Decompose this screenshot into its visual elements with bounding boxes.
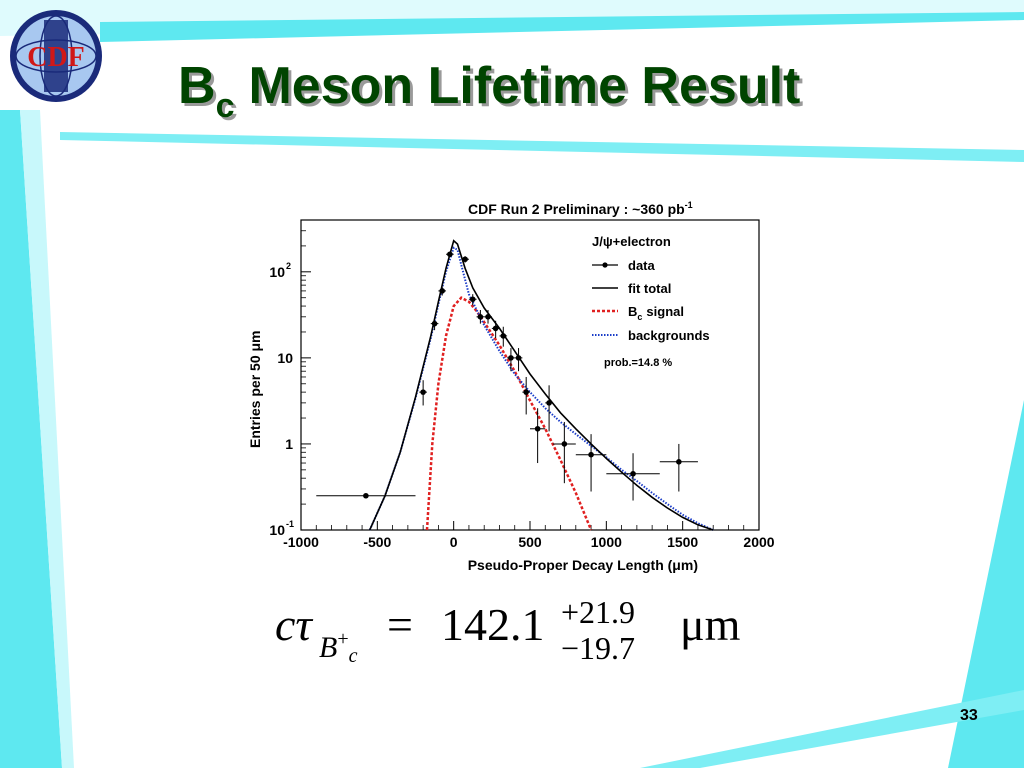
formula-error-plus: +21.9 xyxy=(561,594,636,630)
logo-text: CDF xyxy=(27,42,85,73)
formula-lhs-subscript: B+c xyxy=(319,628,358,667)
data-point xyxy=(491,320,500,339)
title-main: B xyxy=(178,57,216,115)
data-point xyxy=(545,385,553,432)
legend-signal-label: Bc signal xyxy=(628,304,684,322)
lifetime-plot: CDF Run 2 Preliminary : ~360 pb-1 10 -111… xyxy=(238,190,788,580)
data-point-marker xyxy=(588,451,594,458)
data-point xyxy=(430,318,439,331)
x-tick-label: 0 xyxy=(450,534,458,550)
data-point xyxy=(659,443,698,492)
data-point xyxy=(484,309,492,324)
y-tick-exponent: -1 xyxy=(286,519,294,529)
legend-fit-label: fit total xyxy=(628,281,671,296)
data-point xyxy=(507,348,515,372)
x-tick-label: 1000 xyxy=(591,534,622,550)
chart-title: CDF Run 2 Preliminary : ~360 pb-1 xyxy=(468,200,693,217)
data-point-marker xyxy=(469,296,476,303)
top-accent-band xyxy=(100,12,1024,42)
data-point xyxy=(522,376,530,415)
data-point-marker xyxy=(477,314,484,320)
x-tick-label: 1500 xyxy=(667,534,698,550)
data-point-marker xyxy=(462,256,468,263)
y-tick-exponent: 2 xyxy=(286,261,291,271)
legend-data-label: data xyxy=(628,258,656,273)
data-point xyxy=(575,434,607,492)
cdf-logo: CDF xyxy=(10,10,102,102)
x-tick-label: 500 xyxy=(518,534,542,550)
bottom-right-accent-band xyxy=(948,400,1024,768)
data-point xyxy=(419,380,427,406)
data-point-marker xyxy=(447,251,453,258)
data-point-marker xyxy=(500,333,507,339)
data-point-marker xyxy=(534,425,541,432)
logo-roman-two xyxy=(44,20,68,92)
lifetime-formula: cτ B+c = 142.1 +21.9 −19.7 μm xyxy=(275,594,740,667)
plot-legend: J/ψ+electron data fit total Bc signal bac… xyxy=(592,234,710,369)
y-tick-label: 10 xyxy=(269,264,285,280)
title-underline-band xyxy=(60,132,1024,162)
left-light-band xyxy=(20,110,74,768)
plot-data-points xyxy=(316,251,698,501)
formula-error-minus: −19.7 xyxy=(561,630,636,666)
data-point-marker xyxy=(420,389,426,395)
data-point xyxy=(468,294,477,306)
formula-equals: = xyxy=(387,599,413,650)
data-point xyxy=(446,251,454,258)
data-point-marker xyxy=(439,288,446,294)
data-point-marker xyxy=(546,400,552,406)
data-point-marker xyxy=(515,355,522,361)
y-tick-label: 1 xyxy=(285,436,293,452)
data-point-marker xyxy=(508,355,514,361)
data-point-marker xyxy=(561,441,568,447)
data-point xyxy=(476,309,485,324)
plot-background xyxy=(238,190,788,580)
data-point-marker xyxy=(485,314,491,320)
data-point xyxy=(514,348,523,372)
y-tick-label: 10 xyxy=(269,522,285,538)
x-tick-label: -1000 xyxy=(283,534,319,550)
title-subscript: c xyxy=(215,87,235,125)
data-point-marker xyxy=(492,325,499,332)
logo-ellipse-vertical xyxy=(39,15,73,97)
y-axis-label: Entries per 50 μm xyxy=(247,330,263,448)
data-point-marker xyxy=(523,389,529,395)
y-tick-label: 10 xyxy=(277,350,293,366)
formula-lhs: cτ xyxy=(275,599,312,650)
data-point xyxy=(316,492,416,499)
title-rest: Meson Lifetime Result xyxy=(248,57,801,115)
formula-unit: μm xyxy=(680,599,741,650)
legend-backgrounds-label: backgrounds xyxy=(628,328,710,343)
data-point xyxy=(552,421,576,484)
legend-data-marker xyxy=(602,262,608,268)
data-point-marker xyxy=(676,459,682,465)
fit-probability: prob.=14.8 % xyxy=(604,357,672,369)
legend-header: J/ψ+electron xyxy=(592,234,671,249)
data-point-marker xyxy=(630,470,636,477)
x-axis-ticks: -1000 -500 0 500 1000 1500 2000 xyxy=(283,521,775,550)
data-point xyxy=(606,453,660,501)
x-tick-label: -500 xyxy=(363,534,391,550)
data-point xyxy=(530,408,546,464)
slide-title: Bc Meson Lifetime Result xyxy=(178,57,801,123)
data-point-marker xyxy=(363,492,369,499)
data-point xyxy=(438,286,447,296)
x-axis-label: Pseudo-Proper Decay Length (μm) xyxy=(468,557,698,573)
data-point xyxy=(461,256,469,263)
formula-value: 142.1 xyxy=(441,599,545,650)
data-point xyxy=(499,326,508,347)
data-point-marker xyxy=(431,320,438,327)
left-accent-band xyxy=(0,110,62,768)
x-tick-label: 2000 xyxy=(743,534,774,550)
page-number: 33 xyxy=(960,707,978,724)
bottom-accent-band xyxy=(640,690,1024,768)
